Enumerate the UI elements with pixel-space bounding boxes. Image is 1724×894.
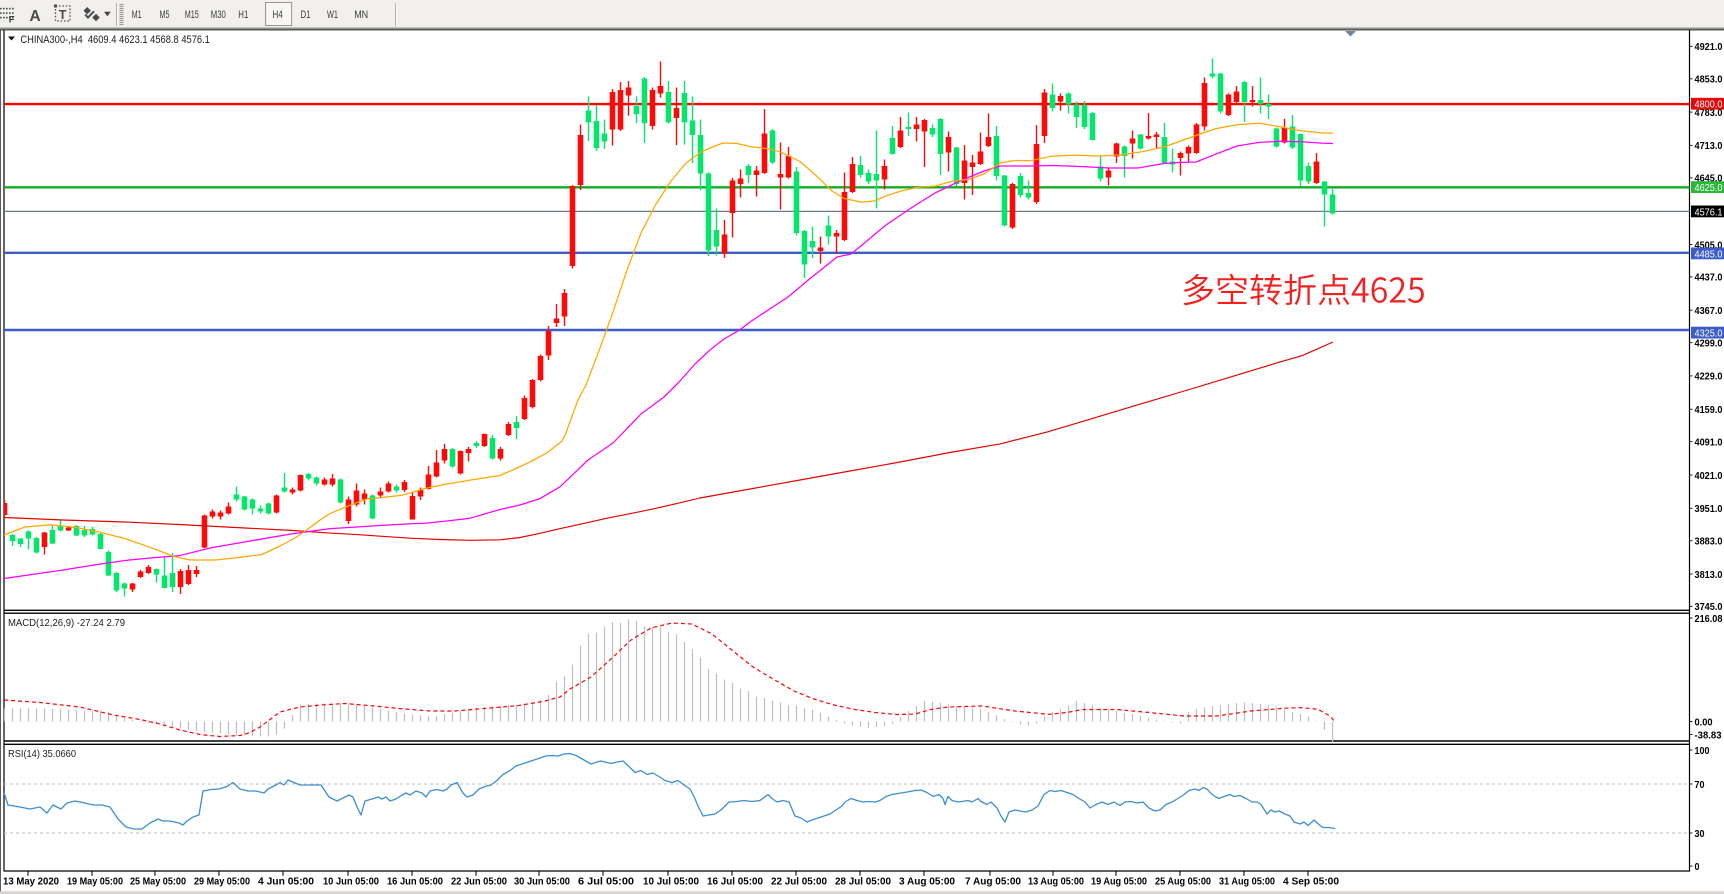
- svg-text:19 May 05:00: 19 May 05:00: [67, 877, 123, 888]
- svg-text:H1: H1: [238, 9, 248, 21]
- svg-text:10 Jun 05:00: 10 Jun 05:00: [323, 877, 379, 888]
- svg-text:MACD(12,26,9) -27.24 2.79: MACD(12,26,9) -27.24 2.79: [8, 617, 125, 629]
- svg-text:M5: M5: [160, 9, 170, 21]
- svg-text:4159.0: 4159.0: [1695, 404, 1723, 416]
- svg-text:4783.0: 4783.0: [1695, 107, 1723, 119]
- svg-text:28 Jul 05:00: 28 Jul 05:00: [835, 877, 891, 888]
- svg-text:RSI(14) 35.0660: RSI(14) 35.0660: [8, 748, 76, 760]
- svg-text:3 Aug 05:00: 3 Aug 05:00: [899, 877, 955, 888]
- svg-text:CHINA300-,H4 4609.4 4623.1 45: CHINA300-,H4 4609.4 4623.1 4568.8 4576.1: [20, 34, 210, 46]
- svg-text:3745.0: 3745.0: [1695, 601, 1723, 613]
- svg-text:16 Jun 05:00: 16 Jun 05:00: [387, 877, 443, 888]
- svg-text:4 Jun 05:00: 4 Jun 05:00: [258, 877, 314, 888]
- svg-text:T: T: [59, 8, 67, 22]
- svg-text:4800.0: 4800.0: [1695, 99, 1723, 111]
- svg-text:A: A: [30, 8, 41, 25]
- svg-text:-38.83: -38.83: [1695, 729, 1722, 741]
- svg-text:4713.0: 4713.0: [1695, 140, 1723, 152]
- svg-text:0: 0: [1695, 861, 1700, 873]
- svg-text:10 Jul 05:00: 10 Jul 05:00: [643, 877, 699, 888]
- svg-text:6 Jul 05:00: 6 Jul 05:00: [578, 877, 634, 888]
- svg-text:4021.0: 4021.0: [1695, 470, 1723, 482]
- svg-text:29 May 05:00: 29 May 05:00: [194, 877, 250, 888]
- svg-text:4299.0: 4299.0: [1695, 337, 1723, 349]
- svg-text:30 Jun 05:00: 30 Jun 05:00: [514, 877, 570, 888]
- svg-text:216.08: 216.08: [1695, 613, 1723, 625]
- svg-text:25 Aug 05:00: 25 Aug 05:00: [1155, 877, 1211, 888]
- svg-text:4576.1: 4576.1: [1695, 206, 1723, 218]
- svg-text:4325.0: 4325.0: [1695, 328, 1723, 340]
- svg-text:13 May 2020: 13 May 2020: [3, 877, 59, 888]
- svg-text:F: F: [9, 15, 15, 26]
- svg-text:16 Jul 05:00: 16 Jul 05:00: [707, 877, 763, 888]
- svg-text:13 Aug 05:00: 13 Aug 05:00: [1028, 877, 1084, 888]
- svg-text:4921.0: 4921.0: [1695, 41, 1723, 53]
- svg-text:4091.0: 4091.0: [1695, 436, 1723, 448]
- svg-text:4 Sep 05:00: 4 Sep 05:00: [1283, 877, 1339, 888]
- svg-text:4485.0: 4485.0: [1695, 248, 1723, 260]
- svg-text:W1: W1: [327, 9, 338, 21]
- svg-text:25 May 05:00: 25 May 05:00: [130, 877, 186, 888]
- svg-text:M30: M30: [211, 9, 226, 21]
- svg-text:4437.0: 4437.0: [1695, 272, 1723, 284]
- svg-text:4625.0: 4625.0: [1695, 182, 1723, 194]
- svg-text:7 Aug 05:00: 7 Aug 05:00: [965, 877, 1021, 888]
- svg-text:3951.0: 3951.0: [1695, 503, 1723, 515]
- svg-text:M1: M1: [132, 9, 142, 21]
- svg-text:4229.0: 4229.0: [1695, 371, 1723, 383]
- svg-text:4853.0: 4853.0: [1695, 74, 1723, 86]
- svg-text:3883.0: 3883.0: [1695, 536, 1723, 548]
- svg-text:22 Jun 05:00: 22 Jun 05:00: [451, 877, 507, 888]
- svg-text:H4: H4: [272, 9, 283, 21]
- svg-text:MN: MN: [354, 9, 368, 21]
- svg-text:0.00: 0.00: [1695, 716, 1713, 728]
- svg-text:70: 70: [1695, 779, 1705, 791]
- svg-text:30: 30: [1695, 828, 1705, 840]
- svg-text:22 Jul 05:00: 22 Jul 05:00: [771, 877, 827, 888]
- svg-text:100: 100: [1695, 745, 1710, 757]
- svg-text:M15: M15: [185, 9, 199, 21]
- svg-text:19 Aug 05:00: 19 Aug 05:00: [1091, 877, 1147, 888]
- svg-text:D1: D1: [301, 9, 311, 21]
- svg-text:4367.0: 4367.0: [1695, 305, 1723, 317]
- svg-text:3813.0: 3813.0: [1695, 569, 1723, 581]
- svg-text:31 Aug 05:00: 31 Aug 05:00: [1219, 877, 1275, 888]
